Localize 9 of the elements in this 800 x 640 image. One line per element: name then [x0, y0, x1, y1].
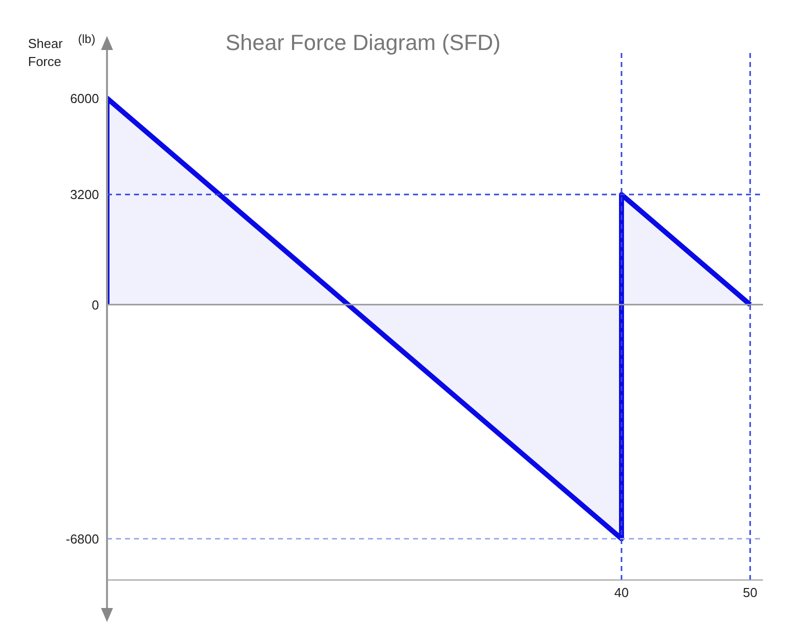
y-tick-label: -6800	[66, 531, 99, 546]
y-tick-label: 6000	[70, 90, 99, 106]
text: (lb)	[78, 32, 96, 46]
chart-title: Shear Force Diagram (SFD)	[224, 30, 502, 56]
x-tick-label: 50	[742, 585, 758, 600]
y-axis-title: Shear Force	[28, 35, 64, 71]
y-tick-label: 3200	[70, 187, 99, 202]
y-tick-label: 0	[92, 297, 99, 312]
x-tick-label: 40	[614, 585, 629, 600]
